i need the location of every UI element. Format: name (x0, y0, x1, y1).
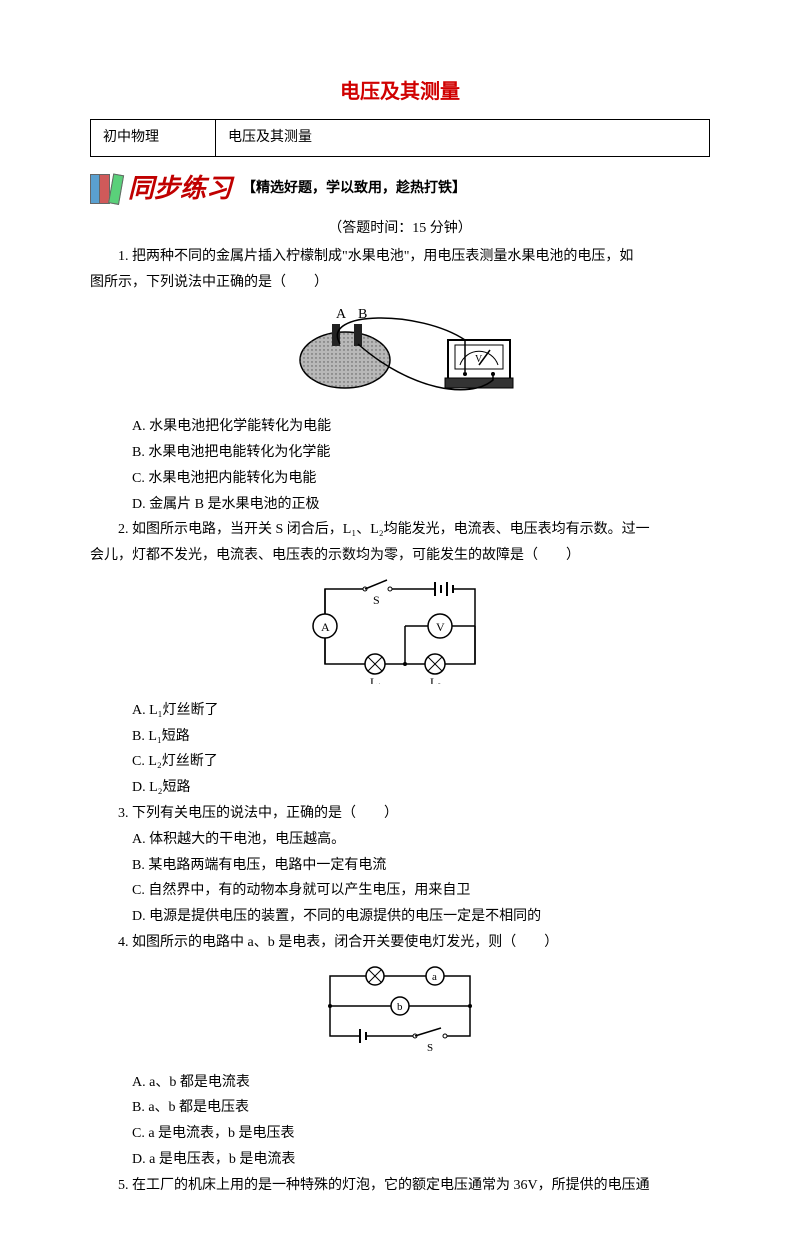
fig2-l1: L₁ (370, 675, 382, 684)
books-icon (90, 174, 122, 204)
q4-option-c: C. a 是电流表，b 是电压表 (132, 1122, 710, 1146)
document-title: 电压及其测量 (90, 75, 710, 109)
meta-topic: 电压及其测量 (216, 120, 710, 157)
q2-option-a: A. L₁灯丝断了 (132, 699, 710, 723)
q1-option-b: B. 水果电池把电能转化为化学能 (132, 441, 710, 465)
q1-stem-line2: 图所示，下列说法中正确的是（ ） (90, 271, 710, 295)
fig2-switch: S (373, 593, 380, 607)
fig1-meter: V (475, 354, 483, 365)
q3-stem: 3. 下列有关电压的说法中，正确的是（ ） (90, 802, 710, 826)
q5-stem: 5. 在工厂的机床上用的是一种特殊的灯泡，它的额定电压通常为 36V，所提供的电… (90, 1174, 710, 1198)
q1-figure: A B V (90, 300, 710, 409)
q1-option-a: A. 水果电池把化学能转化为电能 (132, 415, 710, 439)
q4-stem: 4. 如图所示的电路中 a、b 是电表，闭合开关要使电灯发光，则（ ） (90, 931, 710, 955)
q4-option-d: D. a 是电压表，b 是电流表 (132, 1148, 710, 1172)
banner-main: 同步练习 (128, 167, 232, 211)
fig4-switch: S (427, 1042, 433, 1054)
q4-option-b: B. a、b 都是电压表 (132, 1096, 710, 1120)
table-row: 初中物理 电压及其测量 (91, 120, 710, 157)
q3-option-a: A. 体积越大的干电池，电压越高。 (132, 828, 710, 852)
fig4-a: a (432, 971, 437, 983)
meta-table: 初中物理 电压及其测量 (90, 119, 710, 157)
q2-option-b: B. L₁短路 (132, 725, 710, 749)
fig2-voltmeter: V (436, 620, 445, 634)
q2-stem-line2: 会儿，灯都不发光，电流表、电压表的示数均为零，可能发生的故障是（ ） (90, 544, 710, 568)
banner-sub: 【精选好题，学以致用，趁热打铁】 (242, 177, 466, 201)
fig2-ammeter: A (321, 620, 330, 634)
timer-label: （答题时间：15 分钟） (90, 217, 710, 241)
q1-stem-line1: 1. 把两种不同的金属片插入柠檬制成"水果电池"，用电压表测量水果电池的电压，如 (90, 245, 710, 269)
q2-option-d: D. L₂短路 (132, 776, 710, 800)
q4-option-a: A. a、b 都是电流表 (132, 1071, 710, 1095)
q3-option-c: C. 自然界中，有的动物本身就可以产生电压，用来自卫 (132, 879, 710, 903)
q2-stem-line1: 2. 如图所示电路，当开关 S 闭合后，L₁、L₂均能发光，电流表、电压表均有示… (90, 518, 710, 542)
fig4-b: b (397, 1001, 403, 1013)
q3-option-d: D. 电源是提供电压的装置，不同的电源提供的电压一定是不相同的 (132, 905, 710, 929)
q4-figure: a b S (90, 961, 710, 1065)
meta-subject: 初中物理 (91, 120, 216, 157)
fig1-label-a: A (336, 307, 347, 322)
q1-option-d: D. 金属片 B 是水果电池的正极 (132, 493, 710, 517)
q2-option-c: C. L₂灯丝断了 (132, 750, 710, 774)
section-banner: 同步练习 【精选好题，学以致用，趁热打铁】 (90, 167, 710, 211)
q1-option-c: C. 水果电池把内能转化为电能 (132, 467, 710, 491)
q2-figure: S A V L₁ L₂ (90, 574, 710, 693)
q3-option-b: B. 某电路两端有电压，电路中一定有电流 (132, 854, 710, 878)
fig2-l2: L₂ (430, 675, 442, 684)
